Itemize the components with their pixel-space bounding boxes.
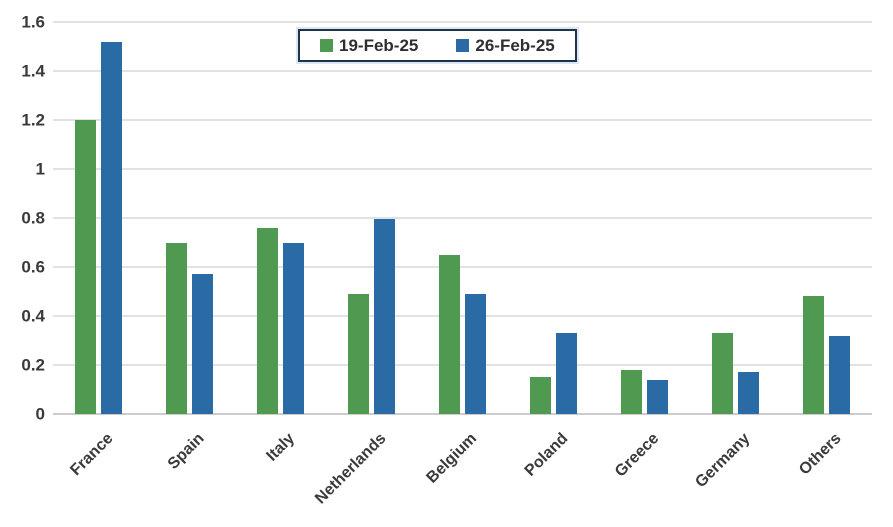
bar-group-italy [235, 22, 326, 414]
bar-26-Feb-25-italy [283, 242, 304, 414]
bar-26-Feb-25-germany [738, 372, 759, 414]
bar-19-Feb-25-germany [712, 333, 733, 414]
legend-swatch-green-icon [320, 39, 333, 52]
legend-swatch-blue-icon [456, 39, 470, 52]
y-tick-label: 0.4 [21, 306, 45, 326]
bar-19-Feb-25-poland [530, 377, 551, 414]
y-tick-label: 1.4 [21, 61, 45, 81]
bar-26-Feb-25-netherlands [374, 219, 395, 414]
legend: 19-Feb-25 26-Feb-25 [298, 29, 577, 62]
bar-group-spain [144, 22, 235, 414]
y-tick-label: 0.2 [21, 355, 45, 375]
y-tick-label: 1 [35, 159, 45, 179]
bar-group-netherlands [326, 22, 417, 414]
bar-19-Feb-25-belgium [439, 254, 460, 414]
bar-group-greece [599, 22, 690, 414]
bar-group-germany [690, 22, 781, 414]
bars-layer [53, 22, 872, 414]
bar-19-Feb-25-greece [621, 369, 642, 414]
x-tick-label-others: Others [796, 430, 845, 479]
y-tick-label: 1.6 [21, 12, 45, 32]
x-tick-label-netherlands: Netherlands [312, 430, 390, 508]
legend-item-26-feb: 26-Feb-25 [456, 36, 555, 55]
bar-19-Feb-25-france [75, 120, 96, 414]
bar-group-others [781, 22, 872, 414]
bar-26-Feb-25-greece [647, 379, 668, 414]
bar-26-Feb-25-france [101, 41, 122, 414]
bar-group-poland [508, 22, 599, 414]
bar-19-Feb-25-italy [257, 227, 278, 414]
bar-19-Feb-25-spain [166, 242, 187, 414]
x-tick-label-italy: Italy [263, 430, 299, 465]
bar-26-Feb-25-poland [556, 333, 577, 414]
x-tick-label-spain: Spain [164, 430, 208, 473]
bar-19-Feb-25-netherlands [348, 293, 369, 414]
legend-label-19-feb: 19-Feb-25 [339, 36, 419, 55]
bar-26-Feb-25-others [829, 335, 850, 414]
x-tick-label-greece: Greece [612, 430, 663, 481]
x-tick-label-poland: Poland [521, 430, 572, 480]
bar-group-france [53, 22, 144, 414]
x-tick-label-france: France [67, 430, 117, 480]
legend-label-26-feb: 26-Feb-25 [475, 36, 555, 55]
bar-26-Feb-25-belgium [465, 293, 486, 414]
legend-item-19-feb: 19-Feb-25 [320, 37, 418, 54]
bar-26-Feb-25-spain [192, 274, 213, 414]
y-tick-label: 0 [35, 404, 45, 424]
x-tick-label-germany: Germany [692, 430, 754, 492]
y-tick-label: 1.2 [21, 110, 45, 130]
bar-19-Feb-25-others [803, 296, 824, 414]
y-tick-label: 0.6 [21, 257, 45, 277]
x-tick-label-belgium: Belgium [423, 430, 481, 487]
bar-group-belgium [417, 22, 508, 414]
y-tick-label: 0.8 [21, 208, 45, 228]
